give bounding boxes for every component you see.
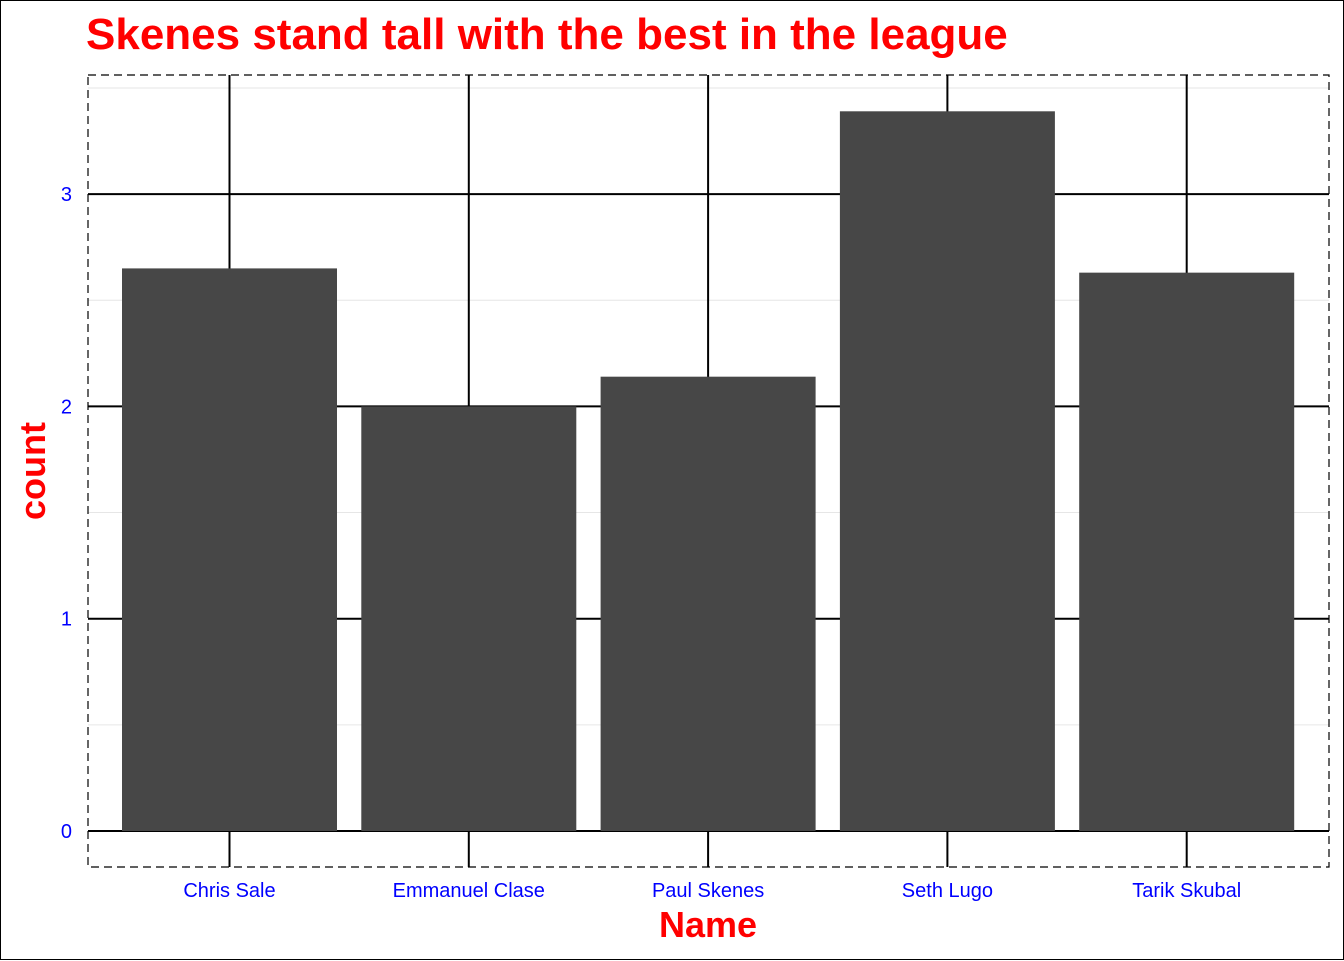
bar	[839, 111, 1055, 832]
bar	[1079, 272, 1295, 831]
x-tick-label: Seth Lugo	[902, 880, 993, 902]
chart-title: Skenes stand tall with the best in the l…	[86, 10, 1008, 59]
x-tick-label: Emmanuel Clase	[393, 880, 545, 902]
bar	[600, 376, 816, 831]
x-tick-label: Chris Sale	[183, 880, 275, 902]
y-tick-label: 3	[61, 184, 72, 206]
x-axis-title: Name	[659, 904, 757, 945]
y-tick-label: 1	[61, 609, 72, 631]
y-tick-label: 2	[61, 396, 72, 418]
y-tick-label: 0	[61, 821, 72, 843]
x-tick-label: Paul Skenes	[652, 880, 764, 902]
bar	[361, 406, 577, 831]
bar	[122, 268, 337, 831]
x-tick-label: Tarik Skubal	[1132, 880, 1241, 902]
panel-border	[87, 74, 1330, 868]
y-axis-title: count	[12, 422, 53, 520]
